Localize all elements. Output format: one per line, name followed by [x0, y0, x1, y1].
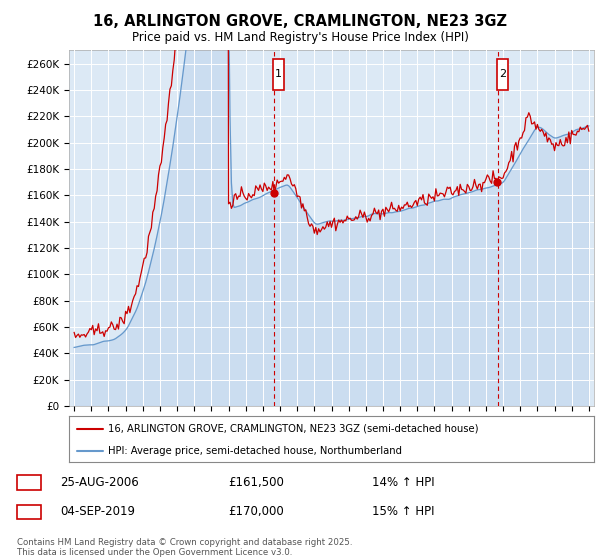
Text: Price paid vs. HM Land Registry's House Price Index (HPI): Price paid vs. HM Land Registry's House … [131, 31, 469, 44]
Text: 14% ↑ HPI: 14% ↑ HPI [372, 476, 434, 489]
Text: £161,500: £161,500 [228, 476, 284, 489]
Bar [273, 59, 284, 90]
Text: Contains HM Land Registry data © Crown copyright and database right 2025.
This d: Contains HM Land Registry data © Crown c… [17, 538, 352, 557]
Text: HPI: Average price, semi-detached house, Northumberland: HPI: Average price, semi-detached house,… [109, 446, 403, 455]
Text: 15% ↑ HPI: 15% ↑ HPI [372, 505, 434, 519]
Text: 1: 1 [25, 476, 33, 489]
Bar [497, 59, 508, 90]
Text: 2: 2 [25, 505, 33, 519]
Text: 16, ARLINGTON GROVE, CRAMLINGTON, NE23 3GZ (semi-detached house): 16, ARLINGTON GROVE, CRAMLINGTON, NE23 3… [109, 424, 479, 434]
Text: 1: 1 [275, 69, 282, 80]
Text: 04-SEP-2019: 04-SEP-2019 [60, 505, 135, 519]
Text: 25-AUG-2006: 25-AUG-2006 [60, 476, 139, 489]
Text: £170,000: £170,000 [228, 505, 284, 519]
Text: 2: 2 [499, 69, 506, 80]
Text: 16, ARLINGTON GROVE, CRAMLINGTON, NE23 3GZ: 16, ARLINGTON GROVE, CRAMLINGTON, NE23 3… [93, 14, 507, 29]
